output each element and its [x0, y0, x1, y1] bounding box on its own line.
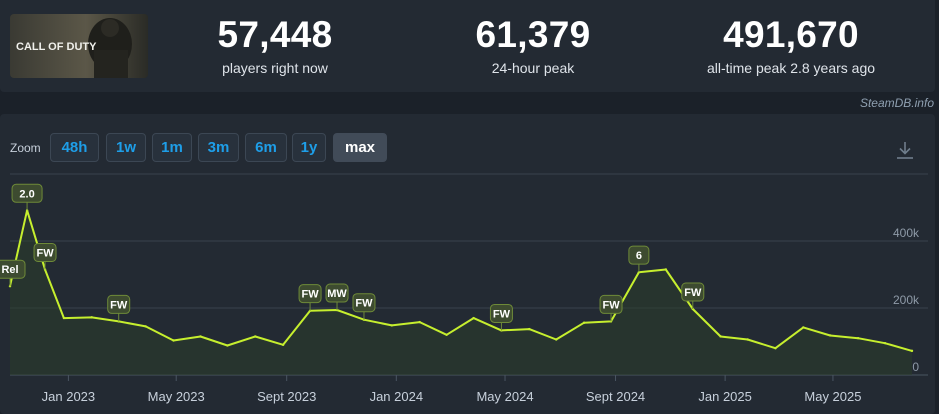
zoom-button-3m[interactable]: 3m: [198, 133, 239, 162]
x-tick-label: Jan 2023: [42, 389, 96, 404]
x-tick-label: Sept 2023: [257, 389, 316, 404]
annotation-box: [628, 245, 650, 265]
data-point: [144, 325, 147, 328]
annotation-box: [489, 303, 513, 323]
zoom-label: Zoom: [10, 141, 41, 155]
data-point: [62, 316, 66, 320]
series-area: [10, 210, 912, 375]
annotation-box: [107, 294, 131, 314]
annotation-text: Rel: [1, 264, 18, 276]
stat-current-players: 57,448 players right now: [155, 14, 395, 76]
download-icon[interactable]: [894, 139, 916, 161]
annotation-badge[interactable]: FW: [352, 293, 376, 320]
data-point: [199, 335, 202, 338]
annotation-text: FW: [110, 299, 128, 311]
data-point: [883, 341, 887, 345]
game-logo-text: CALL OF DUTY: [16, 41, 97, 53]
y-tick-label: 0: [912, 360, 919, 374]
annotation-badge[interactable]: FW: [298, 284, 322, 311]
y-tick-label: 200k: [893, 293, 920, 307]
current-players-value: 57,448: [217, 14, 333, 55]
all-time-peak-label: all-time peak 2.8 years ago: [706, 60, 876, 76]
data-point: [172, 339, 175, 342]
data-point: [746, 338, 749, 341]
annotation-box: [325, 283, 349, 303]
data-point: [555, 338, 558, 341]
series-line: [9, 209, 913, 352]
x-tick-label: May 2025: [804, 389, 861, 404]
x-tick-label: Sept 2024: [586, 389, 645, 404]
annotation-badge[interactable]: FW: [681, 282, 705, 310]
data-point: [472, 316, 475, 320]
annotation-box: [11, 183, 43, 203]
stat-all-time-peak: 491,670 all-time peak 2.8 years ago: [671, 14, 911, 76]
annotation-badge[interactable]: 2.0: [11, 183, 43, 211]
data-point: [254, 335, 257, 338]
annotation-text: FW: [302, 289, 320, 301]
annotation-text: MW: [327, 288, 347, 300]
annotation-badge[interactable]: FW: [107, 294, 131, 322]
annotation-box: [0, 259, 26, 279]
annotation-badge[interactable]: FW: [489, 303, 513, 331]
data-point: [802, 326, 805, 329]
annotation-badge[interactable]: MW: [325, 283, 349, 311]
data-point: [910, 349, 914, 353]
x-tick-label: Jan 2025: [698, 389, 752, 404]
data-point: [418, 320, 421, 324]
y-tick-label: 400k: [893, 226, 920, 240]
data-point: [90, 316, 93, 319]
zoom-button-max[interactable]: max: [333, 133, 387, 162]
zoom-button-1w[interactable]: 1w: [106, 133, 146, 162]
24h-peak-value: 61,379: [475, 14, 591, 55]
annotation-box: [352, 293, 376, 313]
annotation-text: 2.0: [19, 188, 34, 200]
annotation-badge[interactable]: Rel: [0, 259, 26, 287]
data-point: [774, 347, 777, 350]
stats-bar: CALL OF DUTY 57,448 players right now 61…: [0, 0, 935, 92]
annotation-badge[interactable]: FW: [599, 294, 623, 322]
annotation-text: FW: [36, 247, 54, 259]
annotation-text: FW: [684, 287, 702, 299]
annotation-badge[interactable]: 6: [628, 245, 650, 273]
data-point: [664, 268, 668, 271]
data-point: [445, 333, 448, 336]
game-logo[interactable]: CALL OF DUTY: [10, 14, 148, 78]
zoom-button-6m[interactable]: 6m: [245, 133, 287, 162]
zoom-button-1m[interactable]: 1m: [152, 133, 192, 162]
annotation-text: 6: [636, 250, 642, 262]
annotation-text: FW: [602, 299, 620, 311]
annotation-box: [599, 294, 623, 314]
data-point: [829, 334, 832, 337]
data-point: [582, 321, 586, 324]
all-time-peak-value: 491,670: [723, 14, 859, 55]
data-point: [390, 324, 394, 327]
steamdb-credit[interactable]: SteamDB.info: [859, 96, 934, 110]
data-point: [226, 344, 229, 347]
24h-peak-label: 24-hour peak: [491, 60, 575, 76]
x-tick-label: May 2023: [148, 389, 205, 404]
stat-24h-peak: 61,379 24-hour peak: [413, 14, 653, 76]
game-cover-image: CALL OF DUTY: [10, 14, 148, 78]
annotation-box: [681, 282, 705, 302]
current-players-label: players right now: [222, 60, 328, 76]
zoom-button-48h[interactable]: 48h: [50, 133, 99, 162]
data-point: [719, 335, 722, 338]
annotation-box: [33, 242, 57, 262]
chart-panel: Zoom 48h 1w 1m 3m 6m 1y max 0 200k 400k Jan…: [0, 114, 935, 414]
annotation-text: FW: [493, 308, 511, 320]
zoom-button-1y[interactable]: 1y: [292, 133, 326, 162]
annotation-box: [298, 284, 322, 304]
data-point: [528, 327, 531, 331]
x-tick-label: Jan 2024: [370, 389, 424, 404]
data-point: [856, 336, 860, 340]
annotation-badge[interactable]: FW: [33, 242, 57, 270]
x-tick-label: May 2024: [476, 389, 533, 404]
annotation-text: FW: [355, 298, 373, 310]
data-point: [281, 343, 285, 347]
